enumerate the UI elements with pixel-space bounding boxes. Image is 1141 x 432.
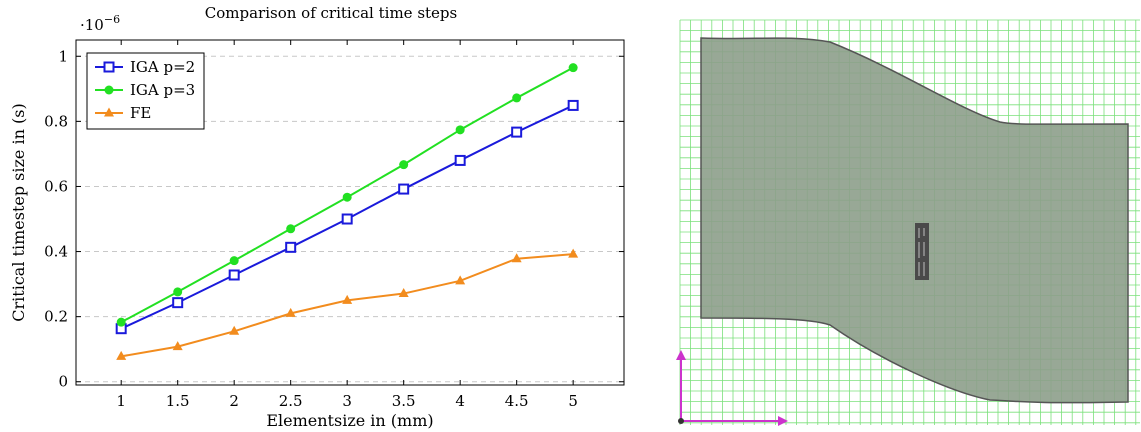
series-2 [116, 248, 579, 360]
legend-label: IGA p=3 [130, 81, 195, 99]
data-point [173, 287, 183, 297]
x-tick-label: 4.5 [505, 392, 529, 410]
x-tick-label: 4 [455, 392, 465, 410]
legend-marker [103, 61, 115, 73]
legend-item: IGA p=2 [95, 58, 195, 76]
data-point [172, 341, 183, 351]
data-point [342, 192, 352, 202]
data-point [511, 253, 522, 263]
chart-title: Comparison of critical time steps [205, 4, 457, 22]
shell-label-glyphs [918, 228, 925, 276]
y-axis-multiplier-exponent: −6 [104, 13, 120, 26]
data-point [229, 256, 239, 266]
y-axis-arrowhead [676, 350, 686, 360]
legend-item: FE [95, 104, 151, 122]
axis-ticks: 0 0.2 0.4 0.6 0.8 1 1 1.5 2 2.5 3 3.5 4 4.5 5 [44, 40, 624, 410]
data-point [285, 307, 296, 317]
series-0 [115, 99, 579, 335]
legend-marker [104, 85, 114, 95]
y-tick-label: 0.4 [44, 243, 68, 261]
critical-timestep-chart: 0 0.2 0.4 0.6 0.8 1 1 1.5 2 2.5 3 3.5 4 4.5 5 Comparis… [9, 4, 625, 430]
y-tick-label: 0.6 [44, 177, 68, 195]
x-axis-label: Elementsize in (mm) [266, 411, 433, 430]
y-axis-multiplier-base: ·10 [80, 16, 104, 34]
data-point [116, 317, 126, 327]
mesh-geometry [700, 37, 1129, 404]
data-point [286, 224, 296, 234]
shell-label-box [915, 223, 929, 280]
data-point [512, 93, 522, 103]
legend-label: IGA p=2 [130, 58, 195, 76]
data-point [342, 294, 353, 304]
x-tick-label: 5 [568, 392, 578, 410]
data-point [228, 269, 240, 281]
data-point [455, 125, 465, 135]
origin-point [678, 418, 684, 424]
x-tick-label: 1.5 [166, 392, 190, 410]
data-point [399, 160, 409, 170]
x-tick-label: 1 [116, 392, 126, 410]
x-tick-label: 3 [342, 392, 352, 410]
series-layer [115, 63, 579, 360]
data-point [568, 248, 579, 258]
x-tick-label: 2.5 [279, 392, 303, 410]
y-tick-label: 0.2 [44, 308, 68, 326]
plot-frame [75, 39, 625, 386]
data-point [116, 350, 127, 360]
x-axis-arrowhead [778, 416, 788, 426]
shell-label-marker [915, 223, 929, 280]
coordinate-axes [676, 350, 788, 426]
data-point [172, 297, 184, 309]
x-tick-label: 2 [229, 392, 239, 410]
legend-label: FE [130, 104, 151, 122]
data-point [341, 213, 353, 225]
y-axis-label: Critical timestep size in (s) [9, 103, 28, 321]
data-point [454, 154, 466, 166]
data-point [398, 183, 410, 195]
data-point [285, 241, 297, 253]
data-point [567, 99, 579, 111]
legend-marker [104, 107, 114, 117]
legend-item: IGA p=3 [95, 81, 195, 99]
y-tick-label: 1 [58, 47, 68, 65]
data-point [568, 63, 578, 73]
data-point [229, 325, 240, 335]
y-tick-label: 0 [58, 373, 68, 391]
data-point [398, 288, 409, 298]
legend: IGA p=2 IGA p=3 FE [86, 52, 205, 130]
data-point [455, 275, 466, 285]
series-1 [116, 63, 578, 327]
y-axis-multiplier: ·10−6 [80, 13, 120, 34]
y-tick-label: 0.8 [44, 112, 68, 130]
data-point [511, 126, 523, 138]
x-tick-label: 3.5 [392, 392, 416, 410]
